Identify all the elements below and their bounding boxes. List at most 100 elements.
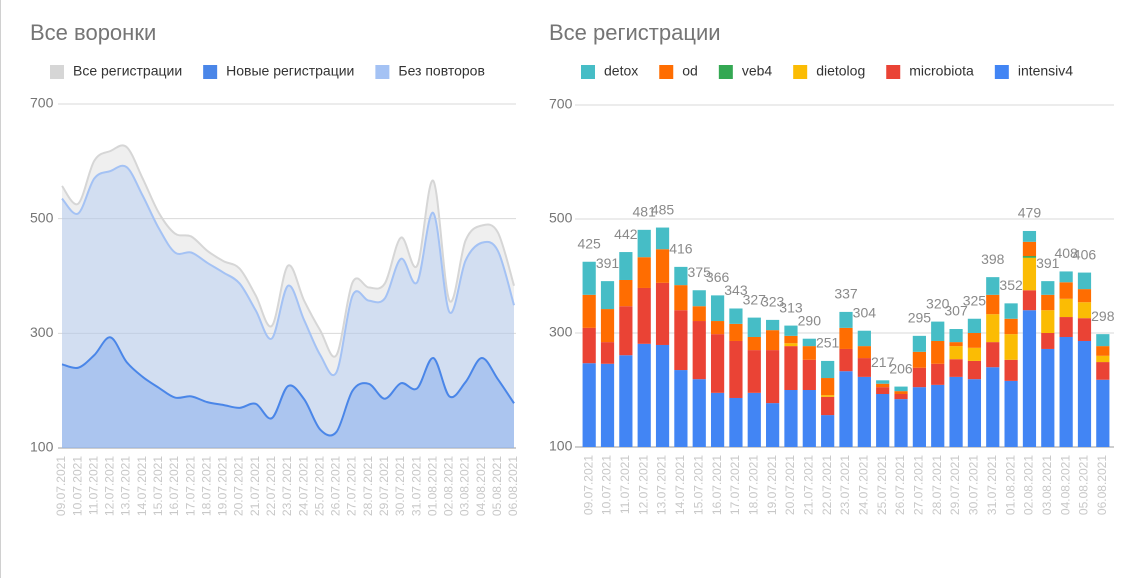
bar-segment — [674, 370, 688, 447]
x-tick-label: 12.07.2021 — [103, 456, 117, 516]
bar-segment — [1004, 318, 1018, 335]
bar-segment — [637, 257, 651, 288]
total-label: 251 — [816, 335, 840, 351]
bar-segment — [729, 308, 743, 324]
bar-segment — [729, 397, 743, 447]
y-tick-label: 100 — [549, 438, 573, 454]
bar-segment — [931, 363, 945, 385]
x-tick-label: 12.07.2021 — [636, 455, 650, 515]
series-area — [62, 145, 514, 448]
bar-segment — [1022, 230, 1037, 242]
x-tick-label: 19.07.2021 — [216, 456, 230, 516]
bar-segment — [766, 319, 780, 331]
legend-label: veb4 — [742, 63, 773, 79]
x-tick-label: 02.08.2021 — [1022, 455, 1036, 515]
total-label: 481 — [633, 204, 657, 220]
x-tick-label: 03.08.2021 — [1040, 455, 1054, 515]
series-line — [61, 336, 515, 437]
legend-swatch — [581, 65, 595, 79]
bar-segment — [1096, 334, 1110, 347]
series-line — [61, 164, 515, 377]
total-label: 327 — [743, 291, 767, 307]
total-label: 304 — [853, 304, 877, 320]
x-tick-label: 24.07.2021 — [857, 455, 871, 515]
x-tick-label: 18.07.2021 — [746, 455, 760, 515]
bar-segment — [949, 376, 963, 447]
bar-segment — [1096, 346, 1110, 356]
bar-segment — [619, 355, 633, 447]
x-tick-label: 14.07.2021 — [135, 456, 149, 516]
bar-segment — [949, 329, 963, 343]
bar-segment — [967, 318, 982, 333]
bar-segment — [894, 393, 908, 400]
bar-segment — [839, 348, 853, 372]
x-tick-label: 04.08.2021 — [474, 456, 488, 516]
bar-segment — [949, 359, 963, 377]
bar-segment — [967, 360, 982, 380]
total-label: 416 — [669, 241, 693, 257]
x-tick-label: 26.07.2021 — [329, 456, 343, 516]
bar-segment — [931, 384, 945, 447]
bar-segment — [839, 371, 853, 447]
x-tick-label: 20.07.2021 — [783, 455, 797, 515]
bar-segment — [802, 338, 816, 347]
bar-segment — [949, 342, 963, 347]
x-tick-label: 05.08.2021 — [490, 456, 504, 516]
bar-segment — [655, 227, 670, 250]
x-tick-label: 20.07.2021 — [232, 456, 246, 516]
x-tick-label: 06.08.2021 — [506, 456, 520, 516]
bar-segment — [582, 363, 596, 447]
legend-label: intensiv4 — [1018, 63, 1073, 79]
x-tick-label: 17.07.2021 — [183, 456, 197, 516]
x-tick-label: 31.07.2021 — [985, 455, 999, 515]
bar-segment — [1041, 348, 1055, 447]
legend-swatch — [886, 65, 901, 79]
bar-segment — [637, 287, 651, 344]
bar-segment — [1022, 256, 1037, 258]
total-label: 323 — [761, 294, 785, 310]
x-tick-label: 05.08.2021 — [1077, 455, 1091, 515]
bar-segment — [1059, 317, 1073, 337]
bar-segment — [839, 327, 853, 349]
x-tick-label: 04.08.2021 — [1058, 455, 1072, 515]
bar-segment — [1096, 355, 1110, 363]
bar-segment — [931, 321, 945, 341]
bar-segment — [912, 367, 926, 388]
total-label: 485 — [651, 201, 675, 217]
bar-segment — [857, 376, 871, 447]
total-label: 352 — [999, 277, 1023, 293]
bar-segment — [784, 335, 798, 344]
x-tick-label: 09.07.2021 — [581, 455, 595, 515]
bar-segment — [747, 336, 761, 351]
x-tick-label: 06.08.2021 — [1095, 455, 1109, 515]
y-tick-label: 700 — [549, 96, 573, 112]
total-label: 366 — [706, 269, 730, 285]
y-tick-label: 500 — [549, 210, 573, 226]
legend-swatch — [375, 65, 390, 79]
bar-segment — [967, 347, 982, 361]
total-label: 442 — [614, 226, 638, 242]
bar-segment — [1077, 340, 1092, 447]
x-tick-label: 16.07.2021 — [167, 456, 181, 516]
x-tick-label: 29.07.2021 — [948, 455, 962, 515]
legend-swatch — [50, 65, 64, 79]
bar-segment — [747, 392, 761, 447]
bar-segment — [692, 290, 706, 307]
x-tick-label: 24.07.2021 — [296, 456, 310, 516]
y-tick-label: 300 — [549, 324, 573, 340]
x-tick-label: 15.07.2021 — [151, 456, 165, 516]
x-tick-label: 30.07.2021 — [967, 455, 981, 515]
bar-segment — [912, 387, 926, 447]
x-tick-label: 03.08.2021 — [458, 456, 472, 516]
series-area — [62, 337, 514, 448]
total-label: 343 — [724, 282, 748, 298]
bar-segment — [710, 392, 725, 447]
bar-segment — [710, 321, 725, 335]
x-tick-label: 13.07.2021 — [655, 455, 669, 515]
legend-label: detox — [604, 63, 638, 79]
bar-segment — [710, 334, 725, 393]
bar-segment — [821, 360, 835, 379]
bar-segment — [1077, 272, 1092, 290]
series-line — [61, 144, 515, 358]
bar-segment — [1096, 362, 1110, 380]
